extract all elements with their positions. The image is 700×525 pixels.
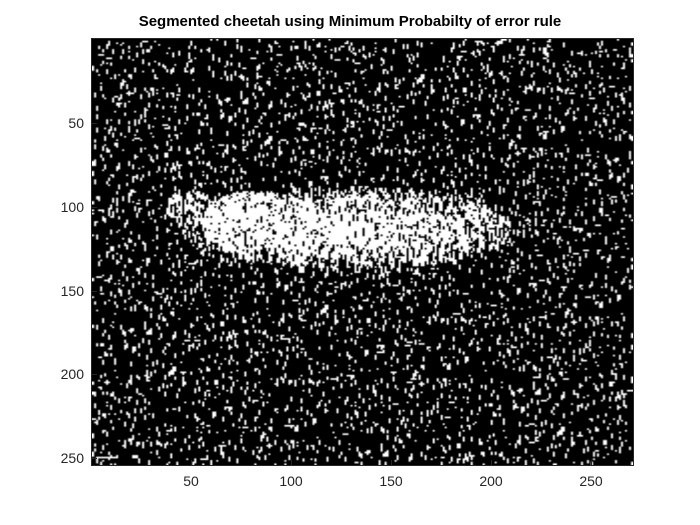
x-tick-label-50: 50	[166, 473, 216, 489]
y-tick-mark	[92, 207, 97, 208]
segmentation-mask-canvas	[92, 39, 633, 465]
x-tick-label-200: 200	[466, 473, 516, 489]
x-tick-label-250: 250	[566, 473, 616, 489]
y-tick-mark	[92, 458, 97, 459]
x-tick-mark	[491, 460, 492, 465]
y-tick-label-200: 200	[40, 366, 84, 382]
y-tick-label-100: 100	[40, 199, 84, 215]
y-tick-mark	[92, 374, 97, 375]
x-tick-label-100: 100	[266, 473, 316, 489]
y-tick-mark	[92, 123, 97, 124]
y-tick-label-50: 50	[40, 115, 84, 131]
segmentation-image	[92, 39, 633, 465]
y-tick-label-150: 150	[40, 283, 84, 299]
x-tick-mark	[391, 460, 392, 465]
x-tick-mark	[191, 460, 192, 465]
y-tick-label-250: 250	[40, 450, 84, 466]
y-tick-mark	[92, 291, 97, 292]
x-tick-mark	[591, 460, 592, 465]
x-tick-mark	[291, 460, 292, 465]
figure-title: Segmented cheetah using Minimum Probabil…	[0, 13, 700, 30]
x-tick-label-150: 150	[366, 473, 416, 489]
